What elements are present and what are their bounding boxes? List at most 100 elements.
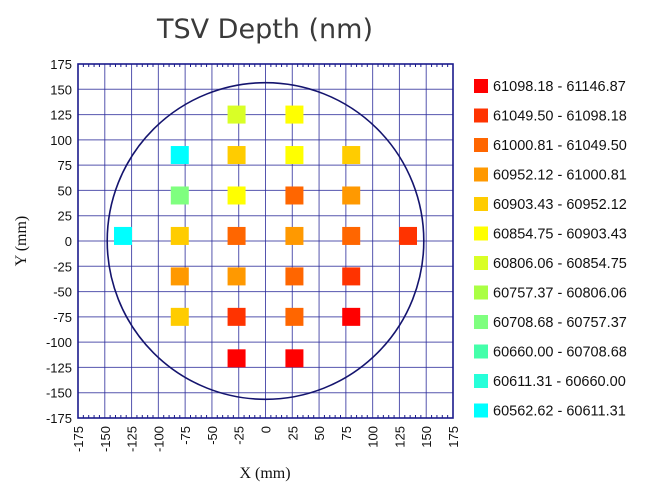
data-point (227, 146, 246, 165)
legend-item: 60903.43 - 60952.12 (474, 197, 627, 213)
legend-label: 60562.62 - 60611.31 (493, 404, 626, 420)
y-tick-label: 100 (50, 133, 72, 148)
x-tick-label: -175 (71, 426, 86, 452)
legend-swatch (474, 344, 488, 359)
x-tick-label: 50 (312, 426, 327, 440)
y-tick-label: -25 (53, 259, 72, 274)
x-tick-label: 25 (285, 426, 300, 440)
legend-label: 60806.06 - 60854.75 (493, 256, 627, 272)
data-point (227, 105, 246, 124)
legend: 61098.18 - 61146.87 61049.50 - 61098.18 61… (474, 79, 627, 420)
legend-item: 61098.18 - 61146.87 (474, 79, 626, 95)
data-point (227, 307, 246, 326)
y-tick-label: -100 (46, 335, 72, 350)
data-point (285, 146, 304, 165)
wafer-outline (106, 81, 425, 401)
data-point (227, 267, 246, 286)
data-point (342, 146, 361, 165)
data-point (285, 267, 304, 286)
data-point (227, 186, 246, 205)
x-axis-label: X (mm) (239, 465, 290, 482)
y-tick-label: 50 (58, 183, 72, 198)
legend-item: 60562.62 - 60611.31 (474, 403, 626, 420)
x-tick-label: -75 (178, 426, 193, 445)
plot-frame (77, 63, 454, 419)
y-tick-label: -75 (53, 310, 72, 325)
data-point (170, 267, 189, 286)
y-tick-label: -125 (46, 360, 72, 375)
y-tick-label: 150 (50, 82, 72, 97)
data-point (285, 226, 304, 245)
legend-swatch (474, 285, 488, 300)
legend-label: 60708.68 - 60757.37 (493, 315, 627, 331)
legend-swatch (474, 256, 488, 270)
data-point (170, 186, 189, 205)
x-tick-label: 100 (366, 426, 381, 448)
legend-item: 61000.81 - 61049.50 (474, 138, 627, 154)
y-tick-label: -175 (46, 411, 72, 426)
y-tick-label: 0 (65, 234, 72, 249)
data-point (285, 105, 304, 124)
x-tick-label: -25 (232, 426, 247, 445)
x-tick-label: 175 (446, 426, 461, 448)
legend-label: 61000.81 - 61049.50 (493, 138, 627, 154)
chart-title: TSV Depth (nm) (156, 14, 373, 45)
y-axis-label: Y (mm) (13, 216, 30, 267)
legend-swatch (474, 138, 488, 152)
legend-label: 60854.75 - 60903.43 (493, 227, 627, 243)
y-tick-label: -50 (53, 285, 72, 300)
legend-item: 60611.31 - 60660.00 (474, 374, 626, 390)
data-point (342, 226, 361, 245)
legend-item: 61049.50 - 61098.18 (474, 108, 627, 125)
legend-item: 60952.12 - 61000.81 (474, 167, 627, 184)
data-point (342, 267, 361, 286)
data-point (285, 307, 304, 326)
data-point (342, 186, 361, 205)
x-tick-labels: -175 -150 -125 -100 -75 -50 -25 0 25 50 75 100 125 15… (71, 426, 461, 452)
legend-swatch (474, 79, 488, 93)
legend-swatch (474, 108, 488, 123)
y-tick-label: 125 (50, 108, 72, 123)
x-tick-label: 0 (259, 426, 274, 433)
data-point (227, 349, 246, 368)
x-tick-label: -100 (151, 426, 166, 452)
legend-swatch (474, 197, 488, 211)
x-tick-label: -125 (125, 426, 140, 452)
legend-label: 60903.43 - 60952.12 (493, 197, 627, 213)
legend-swatch (474, 315, 488, 329)
data-points (114, 105, 417, 368)
data-point (285, 186, 304, 205)
legend-item: 60708.68 - 60757.37 (474, 315, 627, 331)
legend-label: 60757.37 - 60806.06 (493, 286, 627, 302)
data-point (399, 226, 417, 245)
y-tick-label: 75 (58, 158, 72, 173)
legend-label: 60952.12 - 61000.81 (493, 168, 627, 184)
legend-swatch (474, 374, 488, 388)
legend-swatch (474, 403, 488, 418)
data-point (342, 307, 361, 326)
legend-label: 61098.18 - 61146.87 (493, 79, 626, 95)
x-tick-label: -150 (98, 426, 113, 452)
legend-swatch (474, 226, 488, 241)
y-tick-label: 175 (50, 57, 72, 72)
y-tick-label: 25 (58, 209, 72, 224)
data-point (170, 146, 189, 165)
legend-label: 61049.50 - 61098.18 (493, 109, 627, 125)
legend-item: 60757.37 - 60806.06 (474, 285, 627, 302)
legend-label: 60611.31 - 60660.00 (493, 374, 626, 390)
data-point (170, 226, 189, 245)
legend-item: 60806.06 - 60854.75 (474, 256, 627, 272)
legend-item: 60854.75 - 60903.43 (474, 226, 627, 243)
x-tick-label: 150 (419, 426, 434, 448)
legend-item: 60660.00 - 60708.68 (474, 344, 627, 361)
legend-label: 60660.00 - 60708.68 (493, 345, 627, 361)
data-point (170, 307, 189, 326)
x-tick-label: 75 (339, 426, 354, 440)
y-tick-label: -150 (46, 386, 72, 401)
x-tick-label: -50 (205, 426, 220, 445)
data-point (285, 349, 304, 368)
grid (77, 63, 454, 419)
data-point (227, 226, 246, 245)
data-point (114, 226, 132, 245)
